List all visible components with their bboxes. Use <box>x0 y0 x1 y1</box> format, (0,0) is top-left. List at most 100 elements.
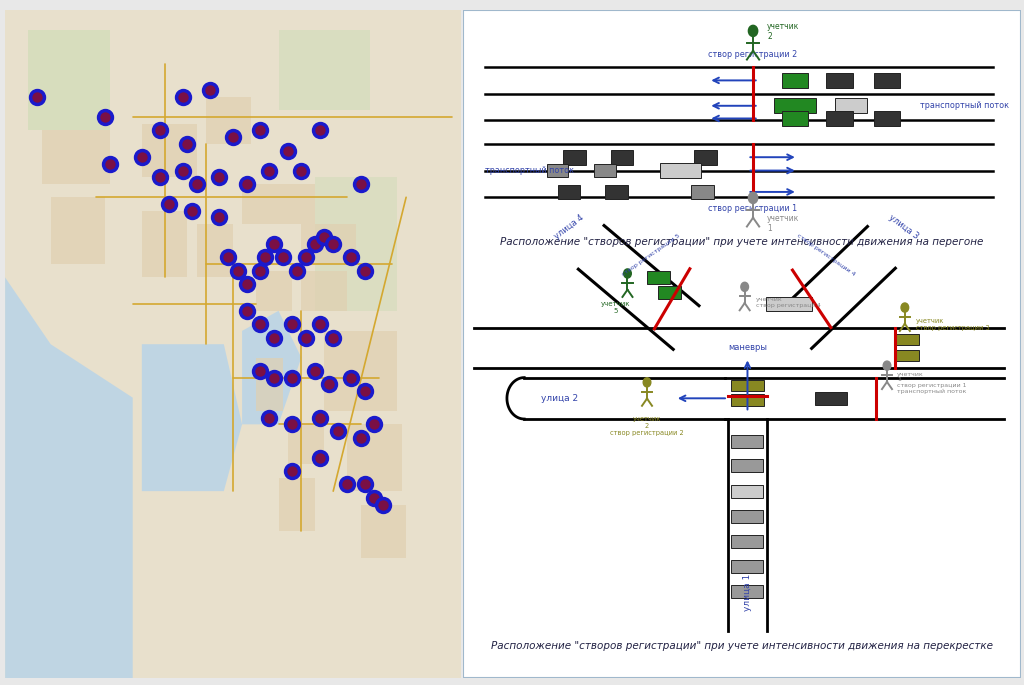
Text: створ регистрации 2: створ регистрации 2 <box>709 50 798 59</box>
Point <box>211 212 227 223</box>
Point <box>311 319 328 329</box>
Bar <box>731 379 764 392</box>
Bar <box>835 99 866 113</box>
Bar <box>659 163 701 178</box>
Point <box>284 466 300 477</box>
Bar <box>731 585 764 598</box>
Point <box>343 372 359 383</box>
Bar <box>731 394 764 406</box>
Bar <box>279 478 315 532</box>
Bar <box>141 211 187 277</box>
Text: створ регистрации 5: створ регистрации 5 <box>621 234 681 277</box>
Point <box>352 178 369 189</box>
Circle shape <box>740 282 749 291</box>
Point <box>252 125 268 136</box>
Circle shape <box>643 378 651 387</box>
Point <box>266 372 283 383</box>
Point <box>284 419 300 430</box>
Point <box>366 493 382 503</box>
Point <box>307 366 324 377</box>
Circle shape <box>749 192 758 203</box>
Point <box>175 92 191 103</box>
Text: учетчик
створ регистрації 4: учетчик створ регистрації 4 <box>756 297 820 308</box>
Point <box>229 265 246 276</box>
Bar <box>826 73 853 88</box>
Bar <box>781 111 808 126</box>
Bar <box>558 184 580 199</box>
Point <box>311 412 328 423</box>
Text: маневры: маневры <box>728 343 767 352</box>
Bar <box>731 460 764 472</box>
Bar <box>28 30 110 131</box>
Bar <box>731 434 764 447</box>
Point <box>289 265 305 276</box>
Text: улица 2: улица 2 <box>541 394 579 403</box>
Circle shape <box>883 361 891 370</box>
Polygon shape <box>5 277 133 678</box>
Bar <box>605 184 628 199</box>
Text: Расположение "створов регистрации" при учете интенсивности движения на перегоне: Расположение "створов регистрации" при у… <box>500 238 984 247</box>
Point <box>252 265 268 276</box>
Text: улица 1: улица 1 <box>743 574 752 611</box>
Point <box>152 172 168 183</box>
Bar <box>360 504 407 558</box>
Polygon shape <box>242 311 301 425</box>
Point <box>202 85 218 96</box>
Point <box>311 452 328 463</box>
Point <box>161 199 177 210</box>
Bar <box>595 164 615 177</box>
Point <box>183 206 200 216</box>
Point <box>357 479 374 490</box>
Point <box>339 479 355 490</box>
Bar <box>766 297 812 312</box>
Text: учетчик
2
створ регистрации 2: учетчик 2 створ регистрации 2 <box>610 416 684 436</box>
Point <box>266 332 283 343</box>
Point <box>252 366 268 377</box>
Text: транспортный поток: транспортный поток <box>921 101 1010 110</box>
Point <box>175 165 191 176</box>
Point <box>101 158 118 169</box>
Point <box>225 132 242 142</box>
Point <box>133 152 151 163</box>
Bar <box>691 184 714 199</box>
Bar <box>896 350 919 361</box>
Polygon shape <box>141 344 242 491</box>
Bar <box>647 271 670 284</box>
Point <box>343 252 359 263</box>
Bar <box>256 271 292 311</box>
Point <box>274 252 291 263</box>
Bar <box>873 73 900 88</box>
Point <box>366 419 382 430</box>
Point <box>97 112 114 123</box>
Bar <box>815 392 847 405</box>
Bar <box>610 150 633 164</box>
Bar <box>242 184 279 224</box>
Point <box>375 499 391 510</box>
Circle shape <box>749 25 758 36</box>
Text: улица 4: улица 4 <box>552 213 586 240</box>
Bar <box>731 560 764 573</box>
Text: транспортный поток: транспортный поток <box>485 166 574 175</box>
Text: улица 3: улица 3 <box>887 212 921 240</box>
Point <box>321 379 337 390</box>
Bar <box>141 124 197 177</box>
Point <box>179 138 196 149</box>
Circle shape <box>624 269 632 278</box>
Text: учетчик
створ регистрации 3: учетчик створ регистрации 3 <box>916 318 989 331</box>
Point <box>325 332 341 343</box>
Point <box>211 172 227 183</box>
Point <box>284 319 300 329</box>
Bar <box>288 425 324 464</box>
Point <box>29 92 45 103</box>
Text: Расположение "створов регистрации" при учете интенсивности движения на перекрест: Расположение "створов регистрации" при у… <box>490 641 993 651</box>
Bar <box>781 73 808 88</box>
Text: учетчик
1
створ регистрации 1
транспортный поток: учетчик 1 створ регистрации 1 транспортн… <box>897 372 967 395</box>
Bar <box>658 286 681 299</box>
Bar <box>826 111 853 126</box>
Point <box>357 386 374 397</box>
Bar <box>42 130 110 184</box>
Point <box>315 232 332 243</box>
Bar <box>279 184 315 224</box>
Bar <box>301 271 347 311</box>
Point <box>352 432 369 443</box>
